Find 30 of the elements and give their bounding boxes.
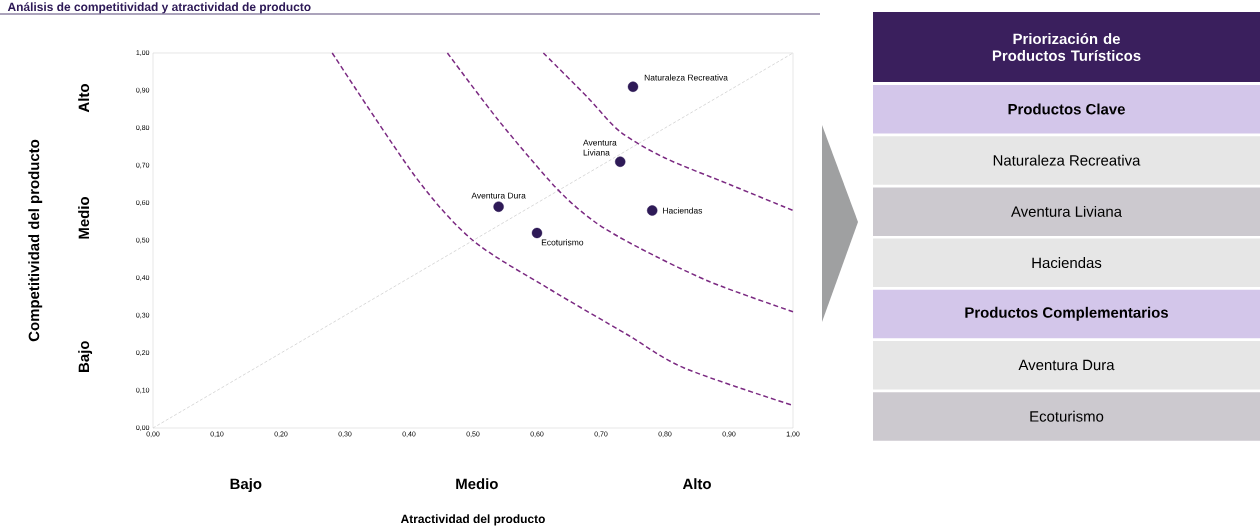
- text: Medio: [78, 196, 90, 239]
- x-axis-title: Atractividad del producto: [400, 514, 545, 526]
- text: Naturaleza Recreativa: [993, 154, 1141, 166]
- point: [531, 227, 543, 239]
- series-label: Aventura Liviana: [583, 139, 617, 156]
- y-axis-title: Competitividad del producto: [28, 139, 43, 342]
- point: [627, 81, 639, 92]
- line-series: [542, 52, 794, 212]
- text: Medio: [456, 478, 498, 490]
- chart-title: Análisis de competitividad y atractividad de producto: [7, 2, 311, 14]
- line-series: [446, 52, 794, 313]
- text: Priorización de Productos Turísticos: [992, 32, 1141, 62]
- text: Bajo: [230, 478, 262, 493]
- text: Alto: [78, 84, 90, 113]
- text: Bajo: [78, 341, 93, 372]
- text: Productos Clave: [1008, 103, 1125, 115]
- point: [615, 156, 626, 167]
- line-series: [331, 52, 794, 407]
- text: Aventura Dura: [1018, 359, 1115, 371]
- text: Aventura Liviana: [1011, 205, 1123, 217]
- point: [647, 205, 658, 216]
- series-label: Ecoturismo: [541, 239, 584, 246]
- text: Productos Complementarios: [965, 306, 1169, 321]
- text: Alto: [682, 478, 711, 490]
- text: Haciendas: [1032, 257, 1102, 269]
- series-label: Naturaleza Recreativa: [644, 74, 728, 81]
- series-label: Aventura Dura: [471, 192, 526, 199]
- text: Ecoturismo: [1030, 410, 1104, 422]
- point: [493, 201, 504, 212]
- series-label: Haciendas: [663, 207, 703, 214]
